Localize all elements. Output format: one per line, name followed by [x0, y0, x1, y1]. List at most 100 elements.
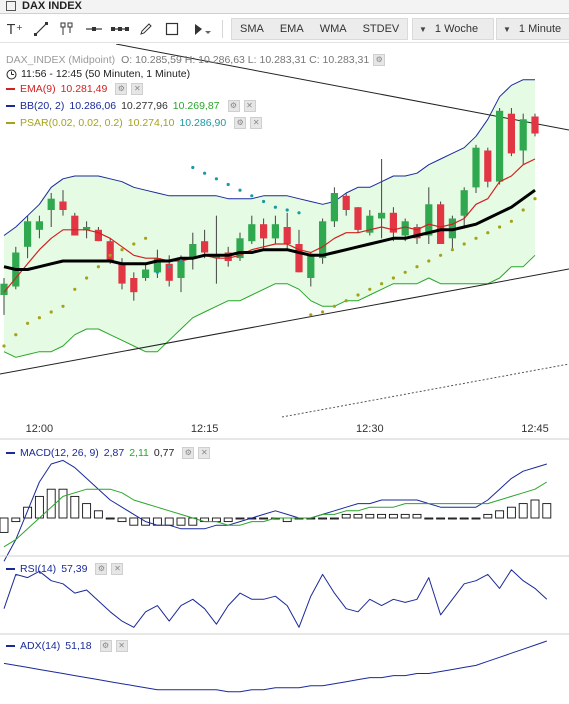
line-tool-button[interactable]: [30, 18, 52, 40]
clock-icon: [6, 69, 17, 79]
indicator-ema-button[interactable]: EMA: [279, 23, 304, 35]
candle-body: [59, 201, 67, 210]
candles-icon: [60, 22, 73, 35]
moving-average-thick-line: [3, 188, 536, 271]
rectangle-tool-button[interactable]: [161, 18, 183, 40]
legend-rsi: RSI(14) 57,39 ⚙ ✕: [6, 562, 124, 576]
psar-label: PSAR(0.02, 0.02, 0.2): [20, 117, 123, 129]
indicator-wma-button[interactable]: WMA: [319, 23, 347, 35]
macd-histogram-bar: [70, 495, 80, 519]
candle-body: [189, 244, 197, 259]
psar-dot: [462, 242, 466, 246]
macd-histogram-bar: [0, 517, 9, 533]
psar-dot: [155, 270, 159, 274]
bb-mid-value: 10.277,96: [121, 100, 168, 112]
ema-value: 10.281,49: [60, 83, 108, 95]
text-tool-button[interactable]: T +: [4, 18, 26, 40]
close-icon[interactable]: ✕: [198, 447, 211, 459]
candle-body: [401, 221, 409, 236]
psar-value1: 10.274,10: [127, 117, 175, 129]
candle-body: [201, 241, 209, 253]
settings-gear-icon[interactable]: ⚙: [115, 83, 128, 95]
close-icon[interactable]: ✕: [115, 640, 128, 652]
indicator-stdev-button[interactable]: STDEV: [362, 23, 400, 35]
psar-dot: [144, 236, 148, 240]
candle-body: [71, 215, 79, 236]
psar-dot: [191, 165, 195, 170]
candle-body: [177, 258, 185, 278]
macd-swatch: [6, 452, 15, 454]
legend-bb: BB(20, 2) 10.286,06 10.277,96 10.269,87 …: [6, 99, 256, 113]
psar-dot: [368, 287, 372, 291]
psar-dot: [285, 208, 289, 212]
chart-canvas[interactable]: 12:00 12:15 12:30 12:45: [0, 44, 569, 704]
trendline-resistance: [115, 44, 569, 131]
candle-body: [342, 195, 350, 210]
settings-gear-icon[interactable]: ⚙: [95, 563, 108, 575]
macd-histogram-bar: [341, 513, 351, 519]
candles-tool-button[interactable]: [56, 18, 78, 40]
psar-dot: [73, 287, 77, 291]
candle-body: [307, 255, 315, 278]
psar-dot: [427, 259, 431, 263]
trendline-support: [0, 268, 569, 375]
candle-body: [472, 147, 480, 188]
settings-gear-icon[interactable]: ⚙: [99, 640, 112, 652]
period-select[interactable]: ▼ 1 Woche: [412, 18, 494, 40]
candle-body: [130, 278, 138, 293]
psar-dot: [14, 333, 18, 337]
candle-body: [378, 212, 386, 219]
rectangle-icon: [165, 22, 179, 36]
candle-body: [413, 227, 421, 239]
close-icon[interactable]: ✕: [243, 100, 256, 112]
caret-down-icon: ▼: [419, 24, 427, 34]
legend-range: 11:56 - 12:45 (50 Minuten, 1 Minute): [6, 67, 190, 81]
macd-histogram-bar: [46, 488, 56, 519]
candle-body: [0, 283, 8, 295]
macd-histogram-bar: [259, 517, 269, 520]
psar-dot: [108, 253, 112, 257]
macd-histogram-bar: [353, 513, 363, 519]
pencil-icon: [140, 23, 152, 35]
macd-histogram-bar: [447, 517, 457, 520]
psar-dot: [2, 344, 6, 348]
pointer-tool-button[interactable]: [188, 18, 214, 40]
candle-body: [271, 224, 279, 239]
indicator-group: SMA EMA WMA STDEV: [231, 18, 409, 40]
psar-dot: [486, 231, 490, 235]
macd-histogram-bar: [436, 517, 446, 520]
close-icon[interactable]: ✕: [250, 117, 263, 129]
pencil-tool-button[interactable]: [135, 18, 157, 40]
macd-histogram-bar: [318, 517, 328, 520]
indicator-sma-button[interactable]: SMA: [240, 23, 264, 35]
settings-gear-icon[interactable]: ⚙: [373, 54, 386, 66]
interval-select[interactable]: ▼ 1 Minute: [496, 18, 569, 40]
ohlc-values: O: 10.285,59 H: 10.286,63 L: 10.283,31 C…: [121, 54, 370, 66]
macd-histogram-bar: [483, 513, 493, 519]
hline-tool-button[interactable]: [82, 18, 106, 40]
settings-gear-icon[interactable]: ⚙: [182, 447, 195, 459]
macd-histogram-bar: [117, 517, 127, 523]
candle-body: [460, 190, 468, 216]
macd-histogram-bar: [105, 517, 115, 520]
psar-dot: [250, 194, 254, 198]
macd-histogram-bar: [495, 510, 505, 519]
channel-tool-button[interactable]: [108, 18, 132, 40]
macd-value1: 2,87: [103, 447, 125, 459]
svg-text:T: T: [7, 23, 15, 36]
bollinger-lower-line: [3, 254, 536, 358]
toolbar: T + SMA EMA WMA STDEV ▼ 1 Woche ▼ 1 Minut…: [0, 15, 569, 43]
horizontal-line-icon: [86, 27, 102, 31]
psar-dot: [120, 248, 124, 252]
macd-histogram-bar: [176, 517, 186, 526]
candle-body: [106, 241, 114, 261]
x-tick-label: 12:45: [521, 423, 549, 435]
close-icon[interactable]: ✕: [131, 83, 144, 95]
settings-gear-icon[interactable]: ⚙: [234, 117, 247, 129]
x-tick-label: 12:00: [26, 423, 54, 435]
close-icon[interactable]: ✕: [111, 563, 124, 575]
settings-gear-icon[interactable]: ⚙: [227, 100, 240, 112]
legend-macd: MACD(12, 26, 9) 2,87 2,11 0,77 ⚙ ✕: [6, 446, 211, 460]
psar-dot: [403, 270, 407, 274]
macd-histogram-bar: [235, 517, 245, 520]
